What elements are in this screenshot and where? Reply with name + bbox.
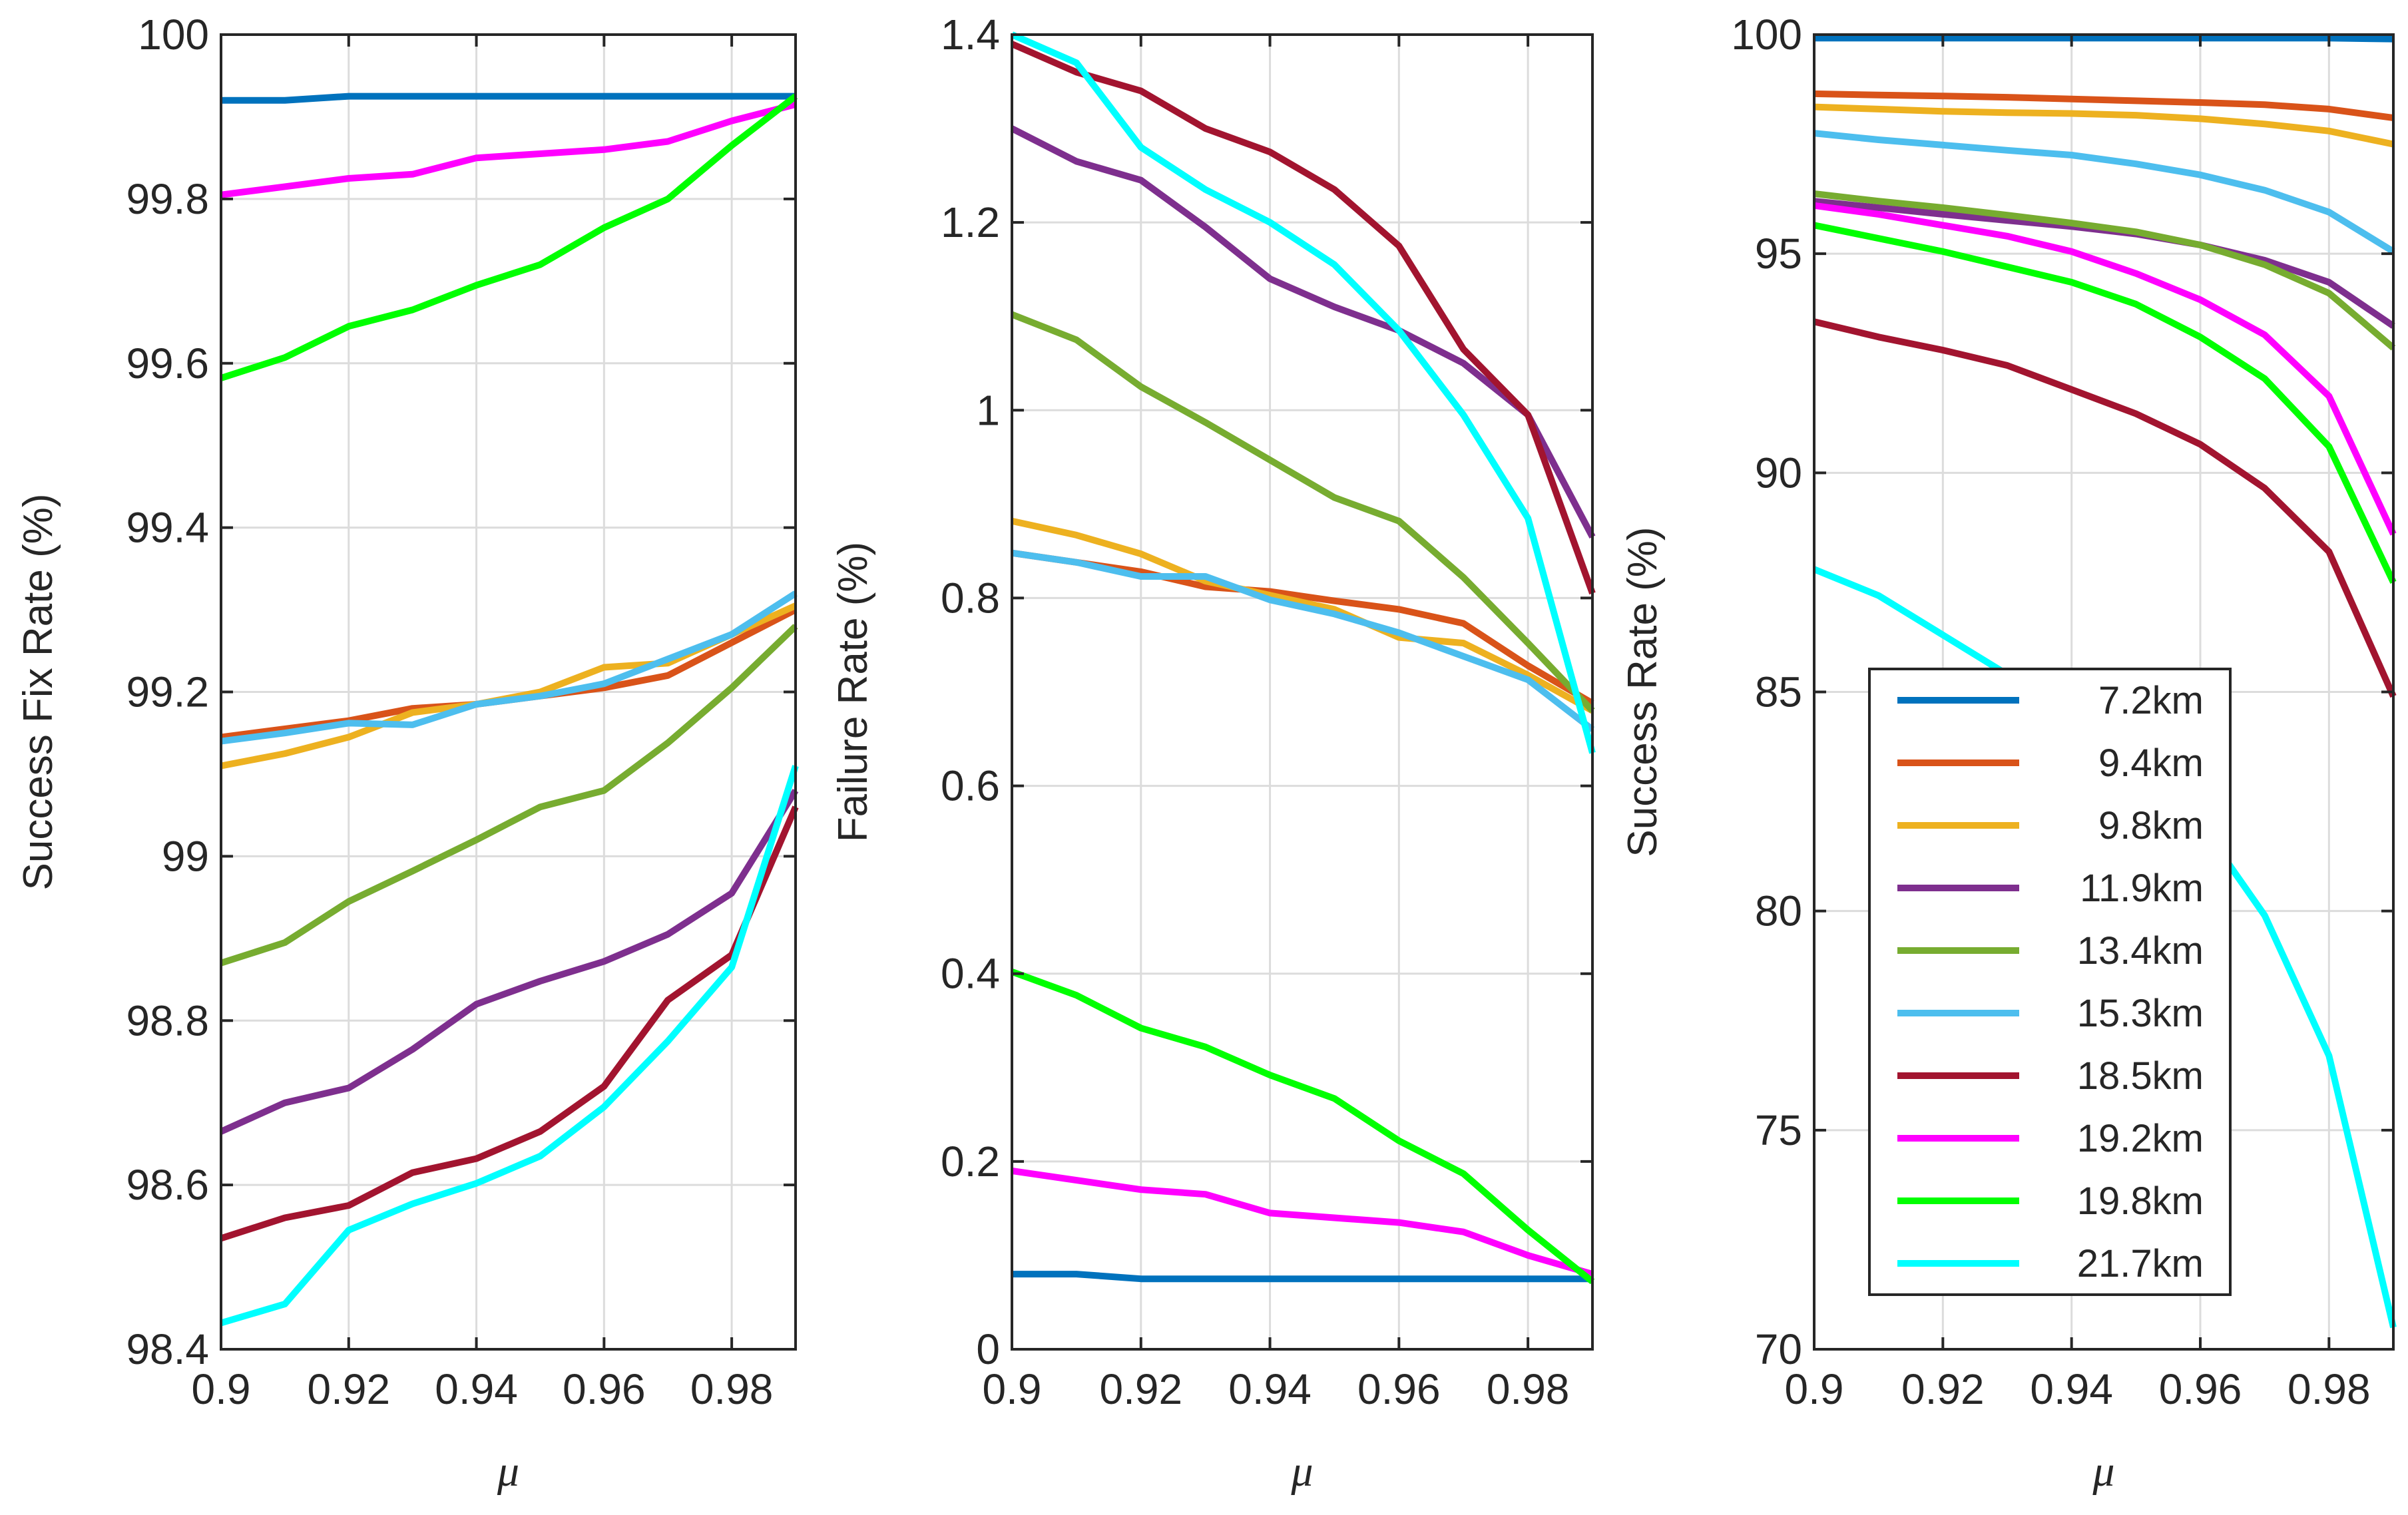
legend-label-9.8km: 9.8km bbox=[2098, 804, 2204, 847]
success-ytick-label-3: 85 bbox=[1755, 668, 1802, 716]
fix-xtick-label-4: 0.98 bbox=[690, 1365, 774, 1413]
fail-ytick-label-7: 1.4 bbox=[941, 11, 1000, 59]
legend-box bbox=[1868, 668, 2232, 1296]
success-xtick-label-2: 0.94 bbox=[2030, 1365, 2113, 1413]
fail-ytick-label-5: 1 bbox=[976, 386, 1000, 434]
fail-series-19.8km bbox=[1011, 969, 1595, 1285]
success-xlabel: μ bbox=[2092, 1447, 2114, 1496]
fix-ylabel: Success Fix Rate (%) bbox=[15, 493, 61, 890]
failure-rate-panel: 0.9 0.92 0.94 0.96 0.98 0 0.2 0.4 0.6 0.8 1 1.2 1.4 μ… bbox=[830, 11, 1596, 1496]
success-series-15.3km bbox=[1813, 130, 2395, 255]
fail-axes-box bbox=[1011, 33, 1594, 1351]
legend-label-11.9km: 11.9km bbox=[2080, 867, 2204, 910]
fix-series-21.7km bbox=[220, 765, 799, 1327]
legend-label-9.4km: 9.4km bbox=[2098, 742, 2204, 785]
fail-series-7.2km bbox=[1012, 1271, 1592, 1283]
fail-ylabel: Failure Rate (%) bbox=[830, 542, 876, 842]
success-xtick-label-3: 0.96 bbox=[2159, 1365, 2242, 1413]
success-series-13.4km bbox=[1813, 190, 2396, 351]
fail-ytick-label-1: 0.2 bbox=[941, 1138, 1000, 1186]
fail-xtick-label-4: 0.98 bbox=[1487, 1365, 1570, 1413]
fix-series-7.2km bbox=[221, 93, 796, 104]
success-series-9.8km bbox=[1813, 103, 2395, 148]
legend-label-19.8km: 19.8km bbox=[2077, 1180, 2204, 1223]
fail-series-21.7km bbox=[1010, 31, 1596, 754]
fix-ytick-label-1: 98.6 bbox=[126, 1161, 209, 1209]
fix-ytick-label-5: 99.4 bbox=[126, 504, 209, 552]
success-xtick-label-4: 0.98 bbox=[2288, 1365, 2371, 1413]
fix-series-18.5km bbox=[220, 805, 799, 1242]
success-series-7.2km bbox=[1814, 35, 2394, 43]
fix-ytick-label-8: 100 bbox=[138, 11, 209, 59]
fix-series-13.4km bbox=[220, 624, 798, 967]
fail-xtick-label-0: 0.9 bbox=[983, 1365, 1042, 1413]
success-ytick-label-5: 95 bbox=[1755, 230, 1802, 278]
success-series-19.8km bbox=[1813, 222, 2397, 584]
fix-series-19.2km bbox=[220, 101, 797, 198]
success-ytick-label-6: 100 bbox=[1731, 11, 1802, 59]
fix-xlabel: μ bbox=[497, 1447, 519, 1496]
fail-ytick-label-0: 0 bbox=[976, 1325, 1000, 1373]
fail-plot-area bbox=[1012, 35, 1592, 1349]
legend: 7.2km 9.4km 9.8km 11.9km 13.4km 15.3km 18.5km 1… bbox=[1868, 668, 2232, 1296]
fail-xlabel: μ bbox=[1290, 1447, 1313, 1496]
fail-ytick-label-2: 0.4 bbox=[941, 950, 1000, 998]
legend-label-7.2km: 7.2km bbox=[2098, 679, 2204, 722]
fail-series-13.4km bbox=[1011, 311, 1595, 714]
success-series-19.2km bbox=[1813, 202, 2397, 536]
fail-xtick-label-2: 0.94 bbox=[1228, 1365, 1312, 1413]
fail-series-15.3km bbox=[1011, 549, 1595, 732]
success-ylabel: Success Rate (%) bbox=[1620, 527, 1666, 857]
legend-label-13.4km: 13.4km bbox=[2077, 929, 2204, 973]
fix-xtick-label-3: 0.96 bbox=[563, 1365, 646, 1413]
fix-ytick-label-6: 99.6 bbox=[126, 339, 209, 387]
legend-label-15.3km: 15.3km bbox=[2077, 992, 2204, 1035]
fail-series-9.8km bbox=[1011, 517, 1594, 714]
success-series-18.5km bbox=[1813, 318, 2397, 698]
fix-xtick-label-1: 0.92 bbox=[307, 1365, 390, 1413]
fix-series-15.3km bbox=[220, 590, 798, 745]
fix-series-19.8km bbox=[220, 93, 798, 381]
legend-label-18.5km: 18.5km bbox=[2077, 1054, 2204, 1098]
success-series-9.4km bbox=[1813, 90, 2394, 122]
fix-ytick-label-4: 99.2 bbox=[126, 668, 209, 716]
fail-series-19.2km bbox=[1011, 1168, 1594, 1277]
fail-ytick-label-4: 0.8 bbox=[941, 574, 1000, 622]
fail-xtick-label-3: 0.96 bbox=[1357, 1365, 1441, 1413]
success-ytick-label-4: 90 bbox=[1755, 449, 1802, 497]
fix-xtick-label-0: 0.9 bbox=[192, 1365, 251, 1413]
success-xtick-label-0: 0.9 bbox=[1785, 1365, 1844, 1413]
success-fix-rate-panel: 0.9 0.92 0.94 0.96 0.98 98.4 98.6 98.8 99 99.2 99.… bbox=[15, 11, 799, 1496]
fix-ytick-label-3: 99 bbox=[162, 832, 209, 880]
fix-ytick-label-0: 98.4 bbox=[126, 1325, 209, 1373]
fail-series-18.5km bbox=[1010, 41, 1596, 595]
success-ytick-label-0: 70 bbox=[1755, 1325, 1802, 1373]
fail-ytick-label-3: 0.6 bbox=[941, 762, 1000, 810]
legend-label-19.2km: 19.2km bbox=[2077, 1117, 2204, 1160]
fail-xtick-label-1: 0.92 bbox=[1099, 1365, 1182, 1413]
success-ytick-label-1: 75 bbox=[1755, 1106, 1802, 1154]
fail-ytick-label-6: 1.2 bbox=[941, 198, 1000, 246]
success-ytick-label-2: 80 bbox=[1755, 887, 1802, 935]
fix-ytick-label-2: 98.8 bbox=[126, 996, 209, 1044]
fix-series-11.9km bbox=[219, 788, 799, 1135]
fix-xtick-label-2: 0.94 bbox=[435, 1365, 518, 1413]
success-xtick-label-1: 0.92 bbox=[1901, 1365, 1985, 1413]
fail-series-11.9km bbox=[1010, 125, 1596, 539]
fix-ytick-label-7: 99.8 bbox=[126, 175, 209, 223]
legend-label-21.7km: 21.7km bbox=[2077, 1242, 2204, 1285]
